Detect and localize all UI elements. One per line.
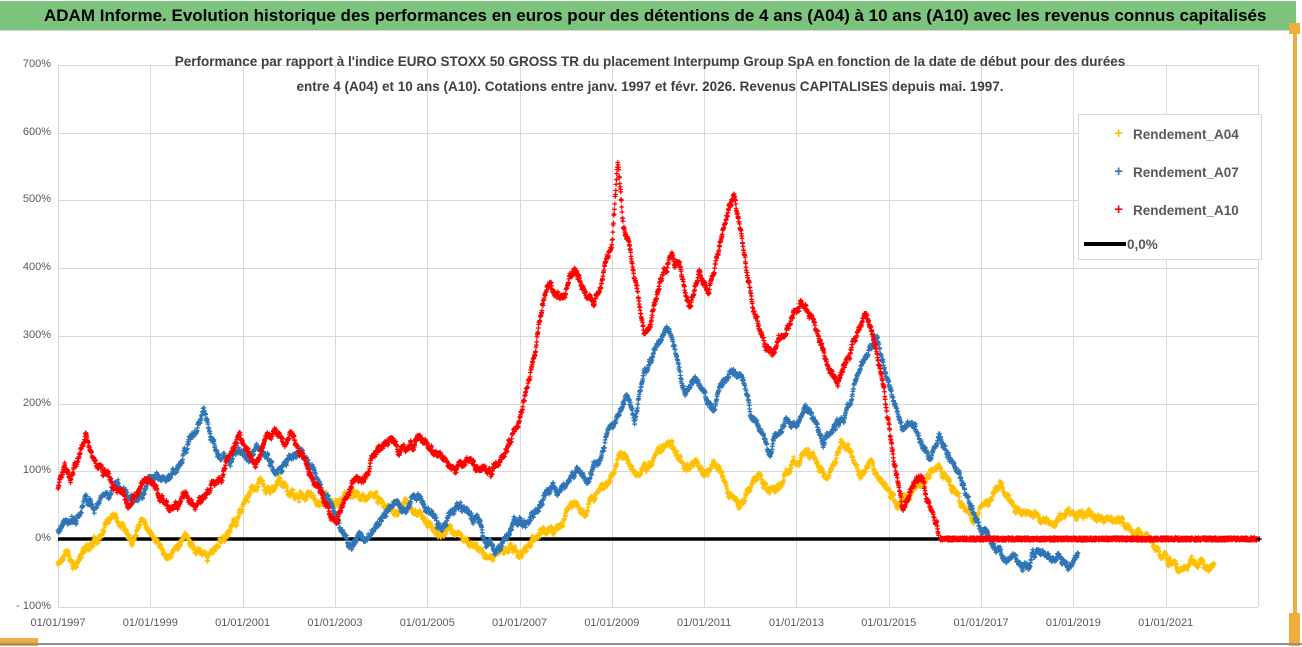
x-axis-tick-label: 01/01/2013 [768,617,824,629]
chart-selection-border-right[interactable] [1293,25,1297,645]
x-axis-tick-label: 01/01/1997 [30,617,86,629]
x-axis-tick-label: 01/01/2017 [953,617,1009,629]
legend-label: Rendement_A07 [1133,164,1239,180]
chart-resize-handle-bottom-left[interactable] [0,638,38,646]
y-axis-tick-label: 700% [22,57,51,70]
x-axis-tick-label: 01/01/1999 [122,617,178,629]
chart-resize-handle-bottom-right[interactable] [1289,613,1300,646]
legend-label: 0,0% [1127,236,1158,252]
chart-legend[interactable]: + Rendement_A04 + Rendement_A07 + Rendem… [1078,114,1262,260]
line-marker-icon [1084,242,1126,246]
x-axis-tick-label: 01/01/2001 [215,617,271,629]
y-axis-tick-label: 500% [22,193,51,206]
legend-label: Rendement_A04 [1133,126,1239,142]
y-axis-tick-label: - 100% [16,599,51,612]
y-axis-tick-label: 0% [35,532,51,544]
sheet-gridline-bottom [0,643,1302,645]
y-axis-tick-label: 100% [22,464,51,477]
chart-resize-handle-top-right[interactable] [1289,23,1300,34]
x-axis-tick-label: 01/01/2009 [584,617,640,629]
plus-marker-icon: + [1114,201,1123,218]
y-axis-tick-label: 400% [22,261,51,273]
x-axis-tick-label: 01/01/2003 [307,617,363,629]
legend-item-rendement-a10[interactable]: + Rendement_A10 [1079,198,1239,222]
chart-title: Performance par rapport à l'indice EURO … [130,49,1170,99]
x-axis-tick-label: 01/01/2007 [492,617,548,629]
x-axis-tick-label: 01/01/2019 [1045,617,1101,629]
legend-item-rendement-a07[interactable]: + Rendement_A07 [1079,160,1239,184]
plus-marker-icon: + [1114,125,1123,142]
y-axis-tick-label: 300% [22,328,51,341]
x-axis-tick-label: 01/01/2005 [399,617,455,629]
chart-title-line1: Performance par rapport à l'indice EURO … [174,54,1126,69]
legend-item-zero-line[interactable]: 0,0% [1079,232,1158,256]
legend-label: Rendement_A10 [1133,202,1239,218]
x-axis-tick-label: 01/01/2021 [1138,617,1194,629]
x-axis-tick-label: 01/01/2011 [677,617,732,629]
plus-marker-icon: + [1114,163,1123,180]
x-axis-tick-label: 01/01/2015 [861,617,917,629]
legend-item-rendement-a04[interactable]: + Rendement_A04 [1079,122,1239,146]
y-axis-tick-label: 200% [22,396,51,409]
chart-title-line2: entre 4 (A04) et 10 ans (A10). Cotations… [296,79,1004,94]
y-axis-tick-label: 600% [22,125,51,138]
